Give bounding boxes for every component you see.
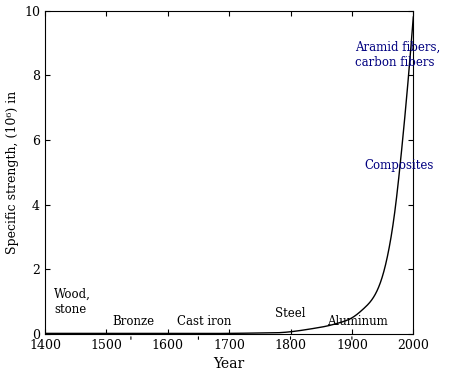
Text: Aramid fibers,
carbon fibers: Aramid fibers, carbon fibers: [355, 41, 440, 69]
Text: Steel: Steel: [275, 307, 306, 320]
Text: Cast iron: Cast iron: [177, 315, 231, 328]
Text: Wood,
stone: Wood, stone: [54, 288, 91, 316]
X-axis label: Year: Year: [214, 357, 245, 371]
Text: Aluminum: Aluminum: [327, 315, 388, 328]
Text: Bronze: Bronze: [113, 315, 154, 328]
Y-axis label: Specific strength, (10⁶) in: Specific strength, (10⁶) in: [5, 90, 18, 254]
Text: Composites: Composites: [364, 159, 434, 172]
